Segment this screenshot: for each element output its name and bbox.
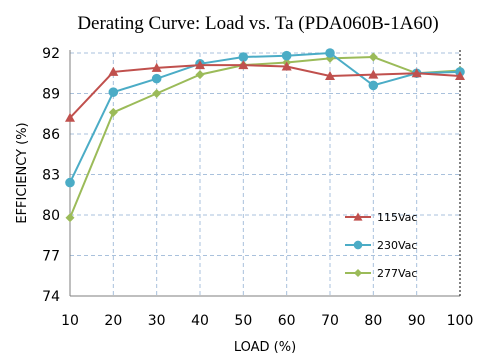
circle-marker [353, 240, 363, 250]
triangle-marker [238, 60, 249, 70]
series-line [69, 64, 461, 119]
diamond-marker [353, 268, 363, 278]
triangle-marker [151, 62, 162, 72]
y-tick-label: 86 [42, 127, 60, 143]
y-axis-label: EFFICIENCY (%) [15, 122, 30, 223]
series-277Vac [65, 52, 465, 223]
y-tick-label: 80 [42, 208, 60, 224]
triangle-marker [108, 66, 119, 76]
triangle-marker [353, 212, 363, 221]
legend-label: 115Vac [377, 211, 417, 224]
series-line [69, 56, 461, 219]
diamond-marker [368, 52, 378, 62]
triangle-marker [455, 70, 465, 80]
x-tick-label: 100 [447, 313, 474, 329]
series-115Vac [65, 60, 465, 122]
y-tick-label: 77 [42, 249, 60, 265]
diamond-marker [195, 70, 205, 80]
legend-item-115Vac: 115Vac [345, 211, 417, 224]
x-axis-label: LOAD (%) [234, 340, 296, 355]
x-tick-label: 60 [278, 313, 296, 329]
triangle-marker [325, 70, 335, 80]
circle-marker [238, 52, 249, 62]
triangle-marker [195, 60, 205, 70]
diamond-marker [108, 107, 118, 117]
y-tick-label: 89 [42, 87, 60, 103]
triangle-marker [281, 61, 292, 71]
circle-marker [108, 87, 119, 97]
circle-marker [281, 50, 292, 61]
y-tick-label: 83 [42, 168, 60, 184]
legend-item-277Vac: 277Vac [345, 267, 417, 280]
circle-marker [325, 48, 335, 58]
x-tick-label: 90 [408, 313, 426, 329]
legend-label: 230Vac [377, 239, 417, 252]
x-tick-label: 10 [61, 313, 79, 329]
y-tick-label: 74 [42, 289, 60, 305]
series-230Vac [65, 48, 465, 188]
x-tick-label: 80 [364, 313, 382, 329]
legend-label: 277Vac [377, 267, 417, 280]
grid-lines [70, 52, 460, 296]
triangle-marker [368, 69, 379, 79]
legend: 115Vac 230Vac 277Vac [345, 211, 417, 280]
data-series [65, 48, 465, 223]
x-tick-label: 70 [321, 313, 339, 329]
y-tick-label: 92 [42, 46, 60, 62]
chart-title: Derating Curve: Load vs. Ta (PDA060B-1A6… [77, 13, 438, 34]
circle-marker [65, 177, 75, 188]
circle-marker [151, 73, 162, 84]
legend-item-230Vac: 230Vac [345, 239, 417, 252]
x-tick-label: 50 [234, 313, 252, 329]
triangle-marker [65, 112, 75, 122]
triangle-marker [411, 68, 422, 78]
x-tick-label: 40 [191, 313, 209, 329]
diamond-marker [152, 89, 162, 98]
series-line [69, 51, 461, 184]
tick-labels: 74 77 80 83 86 89 92 10 20 30 40 50 60 70 80 90 100 [42, 46, 473, 329]
axes [69, 50, 461, 297]
diamond-marker [65, 213, 75, 223]
x-tick-label: 30 [148, 313, 166, 329]
x-tick-label: 20 [104, 313, 122, 329]
circle-marker [368, 80, 379, 91]
